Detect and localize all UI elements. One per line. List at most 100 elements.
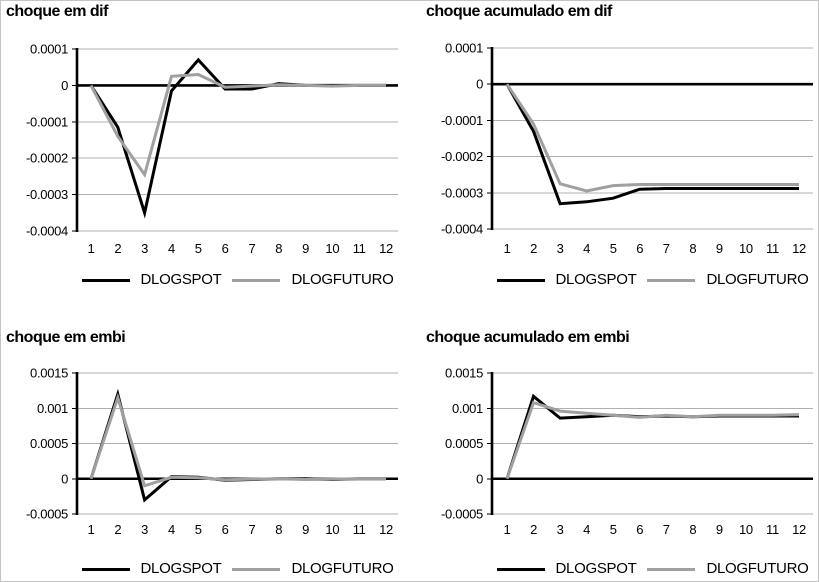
svg-text:11: 11: [353, 241, 366, 256]
chart-legend: DLOGSPOT DLOGFUTURO: [77, 559, 398, 579]
svg-text:6: 6: [222, 241, 229, 256]
svg-text:12: 12: [379, 522, 393, 537]
svg-text:-0.0001: -0.0001: [26, 114, 68, 129]
svg-text:0: 0: [476, 471, 483, 486]
svg-text:1: 1: [504, 241, 511, 256]
legend-label-dlogspot: DLOGSPOT: [555, 560, 637, 577]
svg-text:11: 11: [766, 241, 779, 256]
svg-text:0.0001: 0.0001: [445, 41, 483, 56]
svg-text:5: 5: [610, 522, 617, 537]
svg-text:5: 5: [195, 241, 202, 256]
svg-text:2: 2: [530, 522, 537, 537]
svg-text:10: 10: [739, 241, 753, 256]
svg-text:3: 3: [141, 522, 148, 537]
svg-text:10: 10: [325, 522, 339, 537]
svg-text:-0.0002: -0.0002: [441, 149, 483, 164]
svg-text:12: 12: [792, 522, 806, 537]
svg-text:9: 9: [302, 522, 309, 537]
chart-legend: DLOGSPOT DLOGFUTURO: [492, 270, 813, 290]
dlogfuturo-line-swatch: [647, 567, 696, 571]
dlogspot-line-swatch: [496, 567, 545, 571]
svg-text:-0.0004: -0.0004: [441, 222, 483, 237]
svg-text:7: 7: [663, 241, 670, 256]
chart-title: choque em embi: [6, 329, 126, 346]
chart-legend: DLOGSPOT DLOGFUTURO: [492, 559, 813, 579]
svg-text:8: 8: [689, 522, 696, 537]
svg-text:0: 0: [61, 78, 68, 93]
svg-text:2: 2: [530, 241, 537, 256]
svg-text:5: 5: [195, 522, 202, 537]
svg-text:2: 2: [114, 241, 121, 256]
svg-text:6: 6: [636, 522, 643, 537]
chart-legend: DLOGSPOT DLOGFUTURO: [77, 270, 398, 290]
dlogspot-line-swatch: [496, 278, 545, 282]
svg-text:0.0015: 0.0015: [445, 366, 483, 381]
svg-text:-0.0003: -0.0003: [26, 187, 68, 202]
chart-title: choque acumulado em dif: [426, 3, 612, 20]
dlogfuturo-line-swatch: [232, 278, 281, 282]
svg-text:2: 2: [114, 522, 121, 537]
svg-text:9: 9: [716, 522, 723, 537]
svg-text:0.0005: 0.0005: [30, 436, 68, 451]
svg-text:7: 7: [248, 241, 255, 256]
svg-text:4: 4: [168, 522, 175, 537]
dlogspot-line-swatch: [81, 567, 130, 571]
svg-text:4: 4: [583, 241, 590, 256]
svg-text:9: 9: [302, 241, 309, 256]
svg-text:12: 12: [792, 241, 806, 256]
svg-text:-0.0005: -0.0005: [441, 507, 483, 522]
chart-title: choque acumulado em embi: [426, 329, 630, 346]
svg-text:-0.0002: -0.0002: [26, 151, 68, 166]
legend-label-dlogspot: DLOGSPOT: [140, 560, 222, 577]
svg-text:10: 10: [325, 241, 339, 256]
chart-panel-choque-acumulado-em-dif: choque acumulado em dif 0.0001 0 -0.0001 -0…: [410, 1, 818, 292]
svg-text:4: 4: [168, 241, 175, 256]
svg-text:7: 7: [663, 522, 670, 537]
svg-text:0: 0: [476, 77, 483, 92]
svg-text:0.001: 0.001: [452, 401, 483, 416]
svg-text:10: 10: [739, 522, 753, 537]
legend-label-dlogfuturo: DLOGFUTURO: [291, 271, 394, 288]
svg-text:7: 7: [248, 522, 255, 537]
svg-text:3: 3: [557, 522, 564, 537]
legend-label-dlogspot: DLOGSPOT: [140, 271, 222, 288]
svg-text:0.0001: 0.0001: [30, 42, 68, 57]
dlogfuturo-line-swatch: [232, 567, 281, 571]
svg-text:9: 9: [716, 241, 723, 256]
svg-text:8: 8: [275, 241, 282, 256]
legend-label-dlogfuturo: DLOGFUTURO: [706, 271, 809, 288]
svg-text:6: 6: [222, 522, 229, 537]
chart-panel-choque-em-dif: choque em dif 0.0001 0 -0.0001 -0.0002 -0.00…: [1, 1, 411, 292]
svg-text:8: 8: [275, 522, 282, 537]
legend-label-dlogfuturo: DLOGFUTURO: [291, 560, 394, 577]
svg-text:4: 4: [583, 522, 590, 537]
svg-text:6: 6: [636, 241, 643, 256]
svg-text:3: 3: [141, 241, 148, 256]
svg-text:-0.0004: -0.0004: [26, 224, 68, 239]
svg-text:0.0015: 0.0015: [30, 366, 68, 381]
svg-text:-0.0001: -0.0001: [441, 113, 483, 128]
chart-panel-choque-acumulado-em-embi: choque acumulado em embi 0.0015 0.001 0.00…: [410, 292, 818, 581]
svg-text:1: 1: [88, 241, 95, 256]
svg-text:0.0005: 0.0005: [445, 436, 483, 451]
svg-text:12: 12: [379, 241, 393, 256]
svg-text:11: 11: [766, 522, 779, 537]
svg-text:8: 8: [689, 241, 696, 256]
chart-panel-choque-em-embi: choque em embi 0.0015 0.001 0.0005 0 -0.0005…: [1, 292, 411, 581]
svg-text:5: 5: [610, 241, 617, 256]
chart-title: choque em dif: [6, 3, 108, 20]
svg-text:1: 1: [88, 522, 95, 537]
svg-text:3: 3: [557, 241, 564, 256]
svg-text:11: 11: [353, 522, 366, 537]
dlogspot-line-swatch: [81, 278, 130, 282]
dlogfuturo-line-swatch: [647, 278, 696, 282]
svg-text:-0.0005: -0.0005: [26, 507, 68, 522]
svg-text:0.001: 0.001: [37, 401, 68, 416]
legend-label-dlogspot: DLOGSPOT: [555, 271, 637, 288]
svg-text:1: 1: [504, 522, 511, 537]
